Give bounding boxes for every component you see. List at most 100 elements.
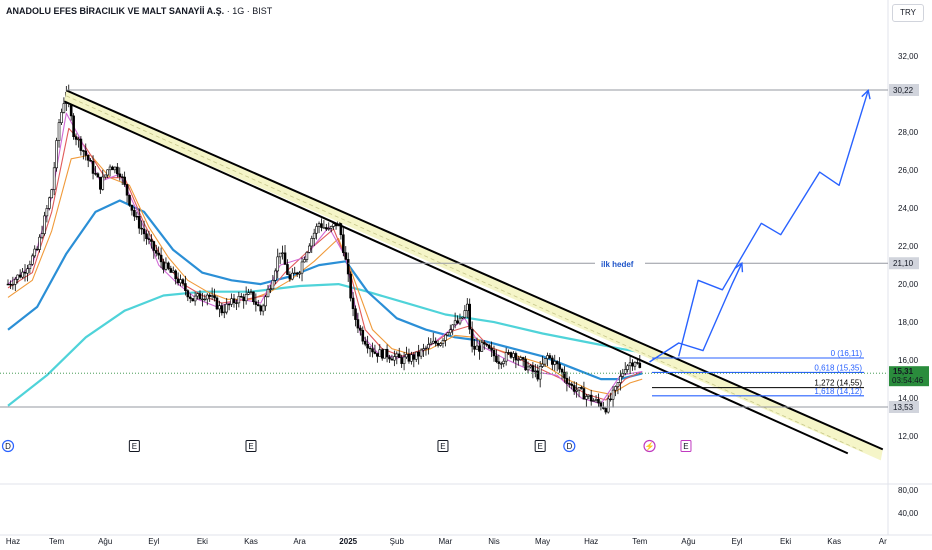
interval-exchange: · 1G · BIST xyxy=(226,6,273,16)
candle-body xyxy=(373,351,377,354)
currency-button[interactable]: TRY xyxy=(892,4,924,22)
x-tick-label: Ara xyxy=(293,537,306,546)
candle-body xyxy=(159,254,163,263)
candle-body xyxy=(181,279,185,284)
candle-body xyxy=(82,150,85,152)
candle-body xyxy=(543,358,547,365)
candle-body xyxy=(327,227,331,230)
candle-body xyxy=(570,383,574,386)
candle-body xyxy=(631,362,634,367)
candle-body xyxy=(633,362,637,367)
fib-label-3: 1,618 (14,12) xyxy=(814,387,862,396)
candle-body xyxy=(288,274,292,280)
ma-line-2 xyxy=(7,154,643,395)
candle-body xyxy=(118,173,122,178)
candle-body xyxy=(23,271,27,274)
trendline-upper xyxy=(65,89,884,451)
candle-body xyxy=(388,356,391,360)
dividend-marker[interactable] xyxy=(1,439,15,453)
candle-body xyxy=(103,174,107,178)
fibonacci-levels: 0 (16,11) 0,618 (15,35) 1,272 (14,55)1,618… xyxy=(652,349,864,397)
chart-frame xyxy=(0,0,932,536)
candle-body xyxy=(397,353,401,358)
rsi-tick-label: 40,00 xyxy=(898,509,919,518)
candle-body xyxy=(402,356,406,364)
candle-body xyxy=(220,305,224,314)
candle-body xyxy=(101,176,105,190)
candle-body xyxy=(441,340,445,344)
level-label-1: 21,10 xyxy=(893,259,914,268)
candle-body xyxy=(565,377,569,384)
earnings-marker-label: E xyxy=(537,442,542,451)
candle-body xyxy=(548,355,552,359)
candle-body xyxy=(325,227,328,230)
split-marker[interactable] xyxy=(643,439,656,453)
candle-body xyxy=(317,223,321,227)
candle-body xyxy=(193,295,197,302)
candle-body xyxy=(478,345,481,352)
candle-body xyxy=(269,288,272,290)
fib-label-0: 0 (16,11) xyxy=(831,349,863,358)
candle-body xyxy=(13,278,17,285)
candle-body xyxy=(140,227,143,230)
candle-body xyxy=(16,274,20,280)
earnings-marker[interactable] xyxy=(128,440,140,452)
earnings-marker[interactable] xyxy=(245,440,257,452)
y-tick-label: 24,00 xyxy=(898,204,919,213)
candle-body xyxy=(638,362,642,368)
candle-body xyxy=(626,365,629,370)
candle-body xyxy=(395,353,399,357)
candle-body xyxy=(320,223,323,228)
x-tick-label: Tem xyxy=(632,537,647,546)
candle-body xyxy=(487,344,491,349)
projection-arrowhead-1 xyxy=(861,88,871,100)
candle-body xyxy=(230,298,233,305)
candle-body xyxy=(137,216,141,229)
candle-body xyxy=(451,324,454,331)
candle-body xyxy=(636,362,639,364)
candle-body xyxy=(77,138,80,141)
candle-body xyxy=(332,223,335,227)
candle-body xyxy=(422,348,425,351)
earnings-marker-label: E xyxy=(248,442,253,451)
candle-body xyxy=(461,316,464,319)
dividend-marker[interactable] xyxy=(563,439,576,453)
candle-body xyxy=(385,348,389,358)
candle-body xyxy=(188,296,192,299)
candle-body xyxy=(470,328,474,347)
y-tick-label: 18,00 xyxy=(898,318,919,327)
candle-body xyxy=(125,184,129,196)
symbol-name: ANADOLU EFES BİRACILIK VE MALT SANAYİİ A… xyxy=(6,6,225,16)
candle-body xyxy=(171,270,175,273)
fib-label-1: 0,618 (15,35) xyxy=(814,363,862,372)
candle-body xyxy=(594,399,598,401)
candle-body xyxy=(572,385,576,392)
candle-body xyxy=(242,296,246,302)
candle-body xyxy=(50,189,54,199)
candle-body xyxy=(453,320,457,326)
level-badge-1 xyxy=(889,257,919,270)
candle-body xyxy=(322,227,326,229)
candle-body xyxy=(116,166,119,175)
candle-body xyxy=(465,303,469,311)
candle-body xyxy=(621,373,625,377)
candle-body xyxy=(210,295,214,297)
earnings-marker[interactable] xyxy=(680,440,692,452)
candle-body xyxy=(361,329,365,342)
candle-body xyxy=(21,271,24,278)
current-price-badge xyxy=(889,366,929,387)
x-tick-label: Eki xyxy=(197,537,208,546)
candle-body xyxy=(300,261,304,274)
earnings-marker-label: E xyxy=(440,442,445,451)
candle-body xyxy=(157,252,160,256)
candle-body xyxy=(580,387,583,389)
candle-body xyxy=(252,291,255,303)
candle-body xyxy=(308,245,311,253)
x-tick-label: Eki xyxy=(780,537,791,546)
x-tick-label: Ağu xyxy=(681,537,695,546)
candle-body xyxy=(278,252,282,258)
earnings-marker[interactable] xyxy=(534,440,546,452)
earnings-marker[interactable] xyxy=(437,440,449,452)
